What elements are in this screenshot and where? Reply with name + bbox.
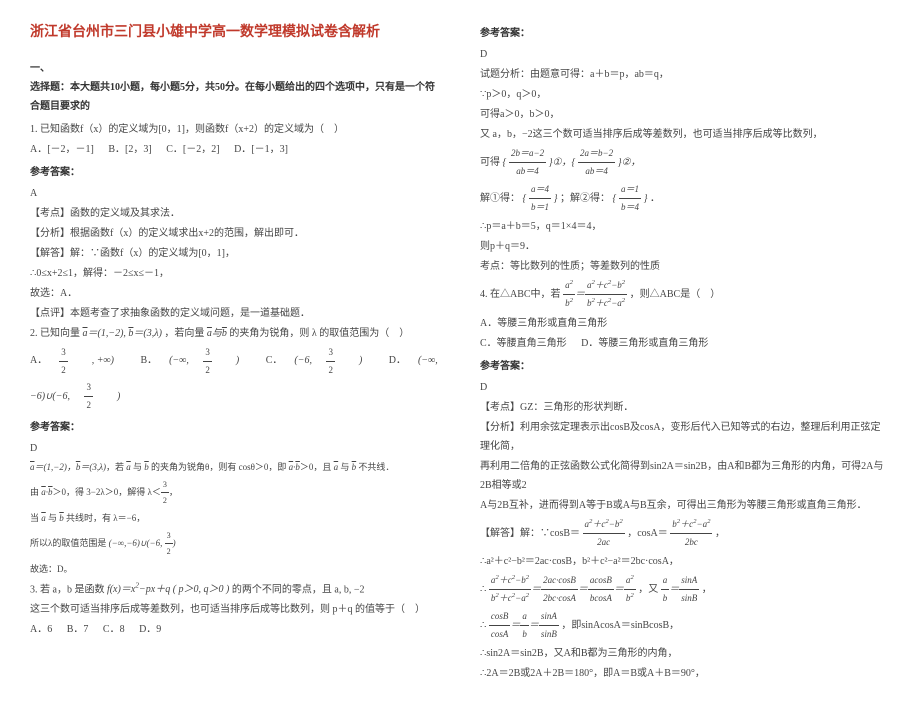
q2-ans-head: 参考答案： bbox=[30, 418, 440, 437]
q2-l3: 当 a 与 b 共线时，有 λ＝−6， bbox=[30, 510, 440, 527]
q4-fx3: A与2B互补，进而得到A等于B或A与B互余，可得出三角形为等腰三角形或直角三角形… bbox=[480, 496, 890, 515]
q4-optC: C．等腰直角三角形 bbox=[480, 338, 567, 349]
r-l2: ∵p＞0，q＞0， bbox=[480, 85, 890, 104]
q4-fx1: 【分析】利用余弦定理表示出cosB及cosA，变形后代入已知等式的右边，整理后利… bbox=[480, 418, 890, 456]
q4-jd1-pre: 【解答】解：∵cosB＝ bbox=[480, 527, 580, 538]
q4-jd4-pre: ∴ bbox=[480, 620, 486, 631]
sec1-num: 一、 bbox=[30, 63, 50, 74]
r-l5: 可得 { 2b＝a−2ab＝4 }①，{ 2a＝b−2ab＝4 }②， bbox=[480, 145, 890, 180]
q4-options2: C．等腰直角三角形 D．等腰三角形或直角三角形 bbox=[480, 334, 890, 353]
r-l4: 又 a，b，−2这三个数可适当排序后成等差数列，也可适当排序后成等比数列， bbox=[480, 125, 890, 144]
q3-ans-head: 参考答案： bbox=[480, 24, 890, 43]
q3-stem-pre: 3. 若 a，b 是函数 bbox=[30, 584, 104, 595]
r-l1: 试题分析：由题意可得：a＋b＝p，ab＝q， bbox=[480, 65, 890, 84]
q4-jd3: ∴ a2＋c2−b2b2＋c2−a2＝2ac·cosB2bc·cosA＝acos… bbox=[480, 572, 890, 607]
q4-kd: 【考点】GZ：三角形的形状判断． bbox=[480, 398, 890, 417]
q3-l2: 这三个数可适当排序后成等差数列，也可适当排序后成等比数列，则 p＋q 的值等于（… bbox=[30, 600, 440, 619]
q4-jd4-post: ，即sinAcosA＝sinBcosB， bbox=[561, 620, 679, 631]
q4-jd1: 【解答】解：∵cosB＝ a2＋c2−b22ac ，cosA＝ b2＋c2−a2… bbox=[480, 516, 890, 551]
q1-ans: A bbox=[30, 184, 440, 203]
q4-stem: 4. 在△ABC中，若 a2b2＝a2＋c2−b2b2＋c2−a2 ，则△ABC… bbox=[480, 277, 890, 312]
q3-optA: A．6 bbox=[30, 624, 52, 635]
q1-dp: 【点评】本题考查了求抽象函数的定义域问题，是一道基础题． bbox=[30, 304, 440, 323]
q4-jd3-pre: ∴ bbox=[480, 584, 486, 595]
q2-optC: C．(−6, 32) bbox=[266, 355, 375, 366]
q3-optD: D．9 bbox=[139, 624, 161, 635]
q1-fx: 【分析】根据函数f（x）的定义域求出x+2的范围，解出即可． bbox=[30, 224, 440, 243]
q4-jd3c: ， bbox=[702, 584, 712, 595]
q4-jd6: ∴2A＝2B或2A＋2B＝180°，即A＝B或A＋B＝90°， bbox=[480, 664, 890, 683]
q2-stem-mid: ，若向量 bbox=[164, 328, 204, 339]
section-1-head: 一、 选择题：本大题共10小题，每小题5分，共50分。在每小题给出的四个选项中，… bbox=[30, 59, 440, 116]
r-l9: 考点：等比数列的性质；等差数列的性质 bbox=[480, 257, 890, 276]
q4-stem-post: ，则△ABC是（ ） bbox=[630, 289, 721, 300]
q2-optB: B．(−∞, 32) bbox=[140, 355, 251, 366]
q2-l4: 所以λ的取值范围是 (−∞,−6)∪(−6, 32) bbox=[30, 528, 440, 560]
q3-ans: D bbox=[480, 45, 890, 64]
q4-ans: D bbox=[480, 378, 890, 397]
q4-fx2: 再利用二倍角的正弦函数公式化简得到sin2A＝sin2B，由A和B都为三角形的内… bbox=[480, 457, 890, 495]
q1-options: A．[－2，－1] B．[2，3] C．[－2，2] D．[－1，3] bbox=[30, 140, 440, 159]
q1-optB: B．[2，3] bbox=[108, 144, 151, 155]
sec1-desc: 选择题：本大题共10小题，每小题5分，共50分。在每小题给出的四个选项中，只有是… bbox=[30, 82, 435, 112]
q2-ans: D bbox=[30, 439, 440, 458]
r-l6-mid: ；解②得： bbox=[560, 193, 610, 204]
r-l3: 可得a＞0，b＞0， bbox=[480, 105, 890, 124]
q2-l5: 故选：D。 bbox=[30, 561, 440, 578]
q4-optA: A．等腰三角形或直角三角形 bbox=[480, 318, 607, 329]
r-l6: 解①得： { a＝4b＝1 } ；解②得： { a＝1b＝4 } ． bbox=[480, 181, 890, 216]
q3-stem: 3. 若 a，b 是函数 f(x)＝x2−px＋q ( p＞0, q＞0 ) 的… bbox=[30, 579, 440, 599]
q4-optD: D．等腰三角形或直角三角形 bbox=[581, 338, 708, 349]
r-l8: 则p＋q＝9． bbox=[480, 237, 890, 256]
q2-l1: a＝(1,−2)，b＝(3,λ)，若 a 与 b 的夹角为锐角θ，则有 cosθ… bbox=[30, 459, 440, 476]
q2-optA: A．32, +∞) bbox=[30, 355, 126, 366]
r-l6-pre: 解①得： bbox=[480, 193, 520, 204]
r-l7: ∴p＝a＋b＝5，q＝1×4＝4， bbox=[480, 217, 890, 236]
q3-options: A．6 B．7 C．8 D．9 bbox=[30, 620, 440, 639]
q2-stem: 2. 已知向量 a＝(1,−2), b＝(3,λ) ，若向量 a与b 的夹角为锐… bbox=[30, 324, 440, 343]
q4-ans-head: 参考答案： bbox=[480, 357, 890, 376]
q1-jd2: ∴0≤x+2≤1，解得：－2≤x≤－1， bbox=[30, 264, 440, 283]
q3-optB: B．7 bbox=[67, 624, 89, 635]
q2-options: A．32, +∞) B．(−∞, 32) C．(−6, 32) D．(−∞,−6… bbox=[30, 344, 440, 414]
q4-jd4: ∴ cosBcosA＝ab＝sinAsinB ，即sinAcosA＝sinBco… bbox=[480, 608, 890, 643]
q1-kd: 【考点】函数的定义域及其求法． bbox=[30, 204, 440, 223]
q4-stem-pre: 4. 在△ABC中，若 bbox=[480, 289, 561, 300]
q1-optC: C．[－2，2] bbox=[166, 144, 219, 155]
q2-stem-post: 的夹角为锐角，则 λ 的取值范围为（ ） bbox=[229, 328, 409, 339]
q4-jd2: ∴a²＋c²−b²＝2ac·cosB，b²＋c²−a²＝2bc·cosA， bbox=[480, 552, 890, 571]
q1-ans-head: 参考答案： bbox=[30, 163, 440, 182]
q3-stem-post: 的两个不同的零点，且 a, b, −2 bbox=[232, 584, 365, 595]
q1-jd1: 【解答】解：∵函数f（x）的定义域为[0，1]， bbox=[30, 244, 440, 263]
q4-jd1-mid: ，cosA＝ bbox=[627, 527, 668, 538]
q1-stem: 1. 已知函数f（x）的定义域为[0，1]，则函数f（x+2）的定义域为（ ） bbox=[30, 120, 440, 139]
q4-jd1-post: ， bbox=[715, 527, 725, 538]
r-l6-post: ． bbox=[650, 193, 660, 204]
q1-optA: A．[－2，－1] bbox=[30, 144, 94, 155]
r-l5-pre: 可得 bbox=[480, 157, 500, 168]
doc-title: 浙江省台州市三门县小雄中学高一数学理模拟试卷含解析 bbox=[30, 20, 440, 47]
q1-optD: D．[－1，3] bbox=[234, 144, 288, 155]
q4-jd3-post: ，又 bbox=[638, 584, 658, 595]
q2-l2: 由 a·b＞0，得 3−2λ＞0，解得 λ＜32， bbox=[30, 477, 440, 509]
q4-jd5: ∴sin2A＝sin2B，又A和B都为三角形的内角， bbox=[480, 644, 890, 663]
q2-l4-pre: 所以λ的取值范围是 bbox=[30, 538, 106, 548]
q4-options: A．等腰三角形或直角三角形 bbox=[480, 314, 890, 333]
q1-jd3: 故选：A． bbox=[30, 284, 440, 303]
q2-stem-pre: 2. 已知向量 bbox=[30, 328, 80, 339]
q3-optC: C．8 bbox=[103, 624, 125, 635]
